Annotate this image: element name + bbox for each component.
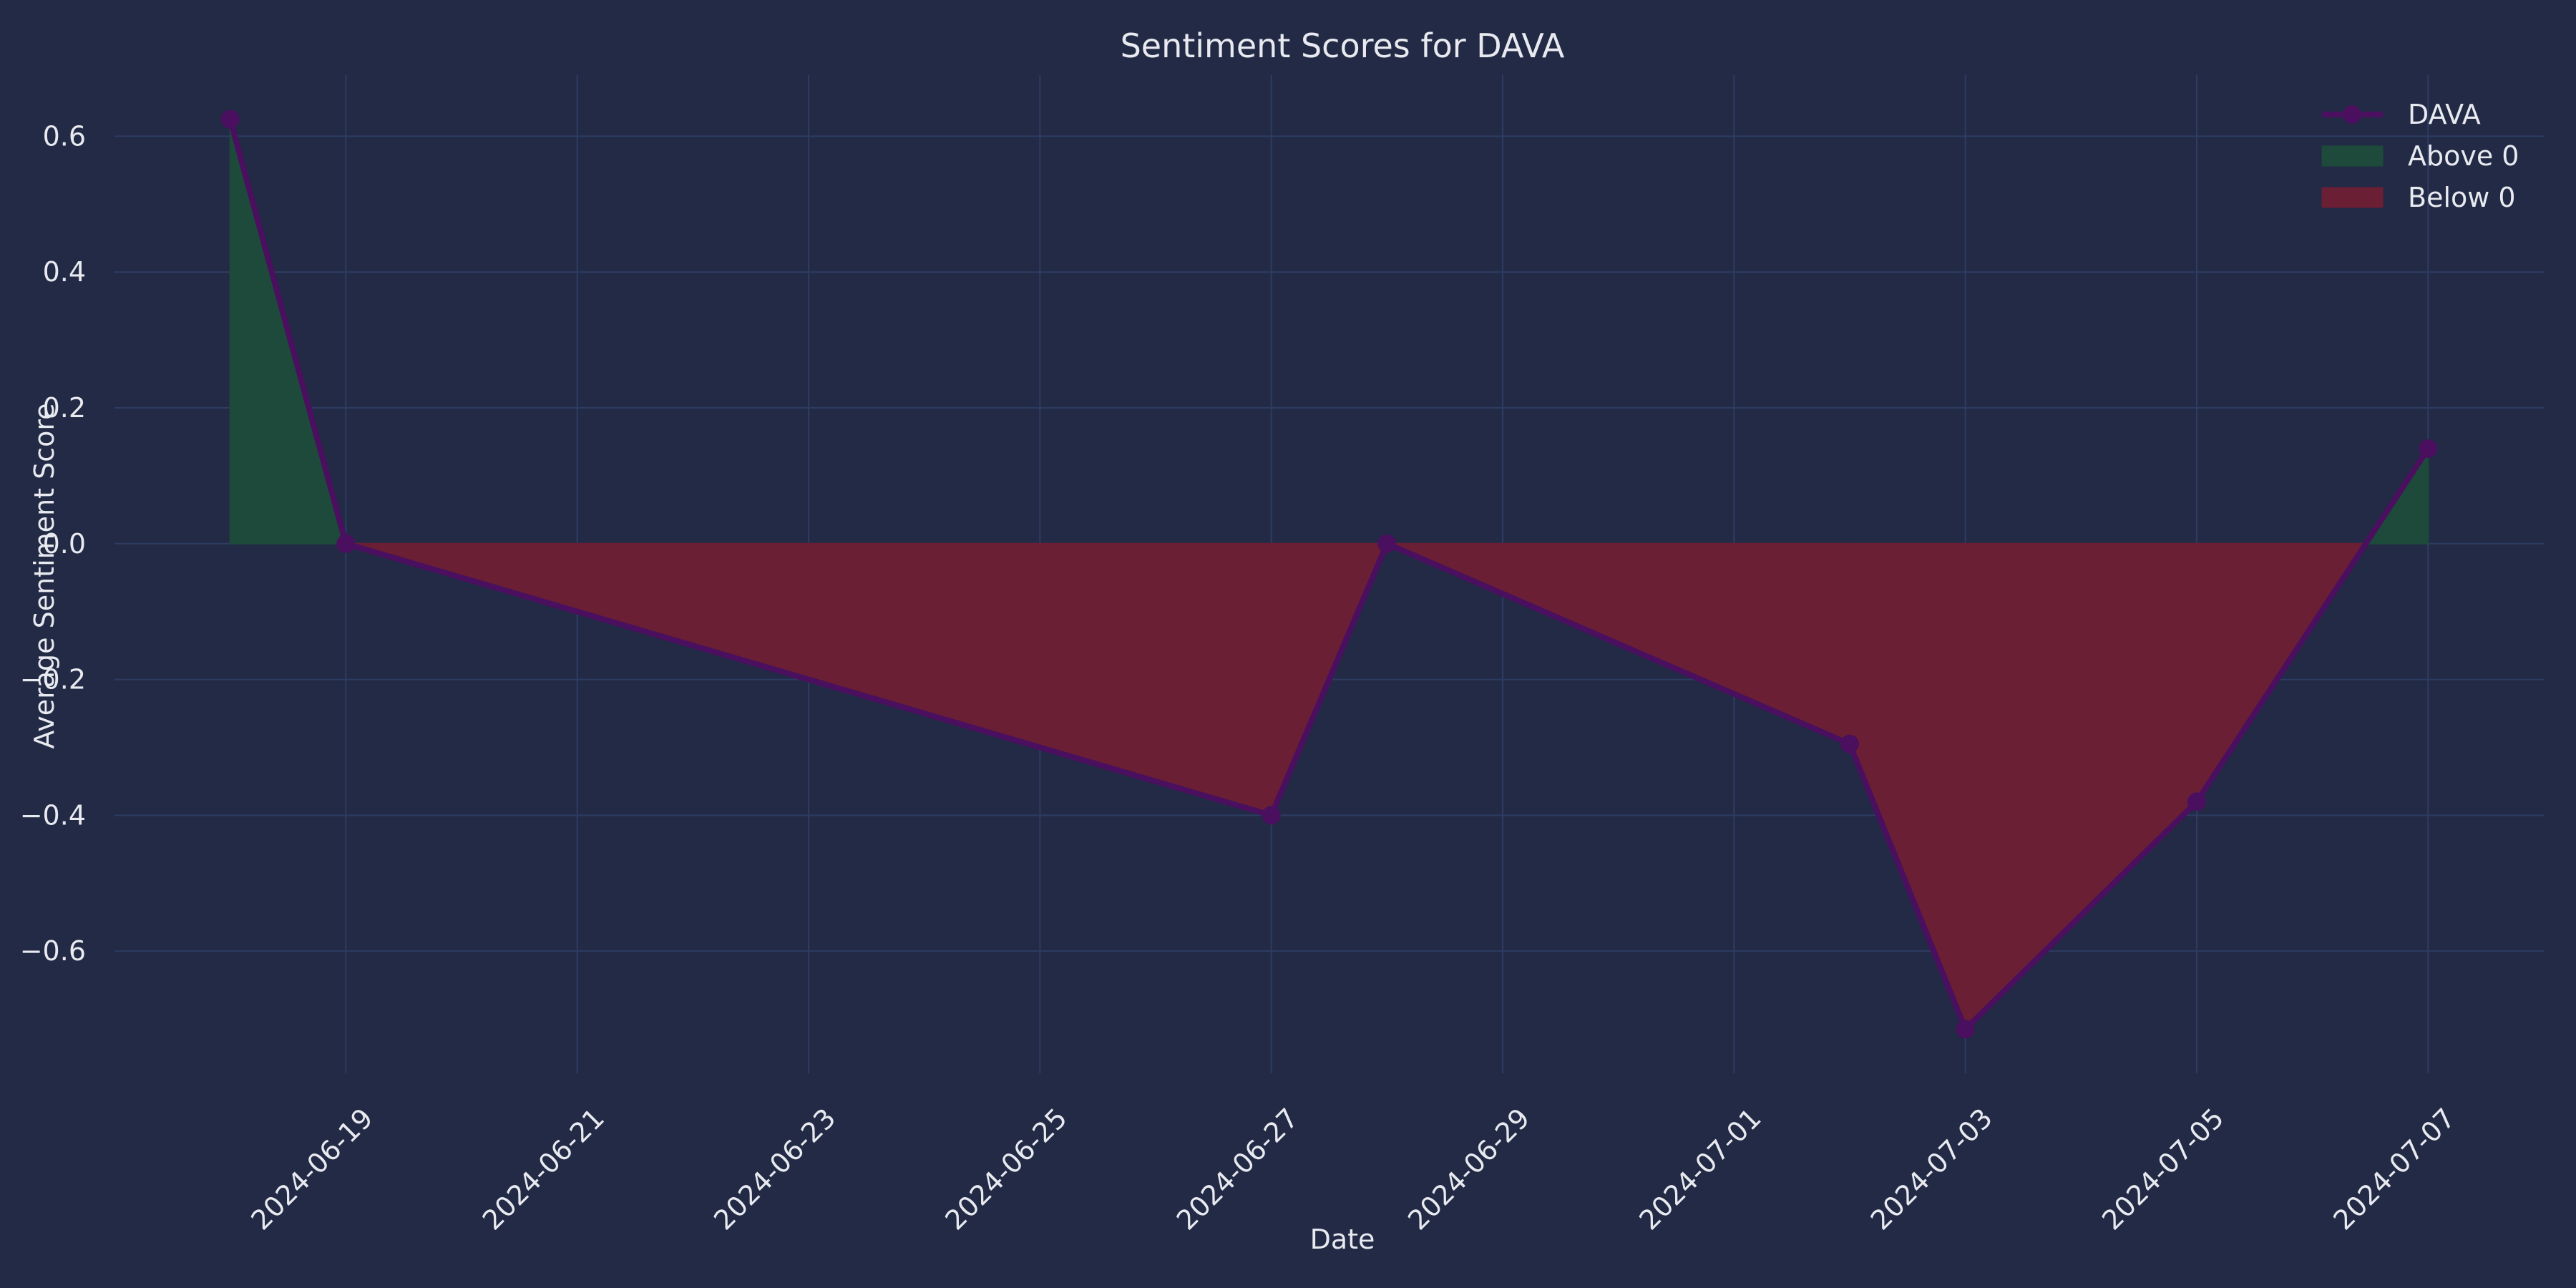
y-tick-label: 0.4	[43, 256, 86, 288]
legend-label-fill: Below 0	[2408, 182, 2516, 213]
data-point	[2187, 792, 2206, 811]
legend-label-fill: Above 0	[2408, 140, 2519, 172]
y-axis-label: Average Sentiment Score	[29, 403, 60, 748]
y-tick-label: 0.6	[43, 120, 86, 152]
legend-marker-swatch	[2343, 105, 2361, 124]
chart-title: Sentiment Scores for DAVA	[1121, 26, 1565, 65]
y-tick-label: 0.2	[43, 392, 86, 424]
y-tick-label: −0.4	[20, 799, 86, 831]
data-point	[220, 109, 240, 129]
y-tick-label: −0.6	[20, 935, 86, 967]
data-point	[1262, 806, 1281, 825]
data-point	[2419, 439, 2438, 458]
series-line-dava	[227, 118, 2431, 1033]
x-axis-label: Date	[1310, 1224, 1375, 1255]
data-point	[1840, 734, 1859, 753]
y-axis-ticks: 0.6 0.4 0.2 0.0 −0.2 −0.4 −0.6	[20, 120, 86, 967]
legend-fill-swatch	[2321, 145, 2384, 167]
legend-fill-swatch	[2321, 187, 2384, 208]
data-point	[336, 534, 356, 553]
data-point	[1956, 1020, 1975, 1039]
y-tick-label: −0.2	[20, 664, 86, 696]
series-layer	[220, 109, 2438, 1039]
legend: DAVA Above 0 Below 0	[2321, 99, 2519, 213]
legend-label-dava: DAVA	[2408, 99, 2481, 130]
y-tick-label: 0.0	[43, 528, 86, 560]
data-point	[1377, 534, 1397, 553]
